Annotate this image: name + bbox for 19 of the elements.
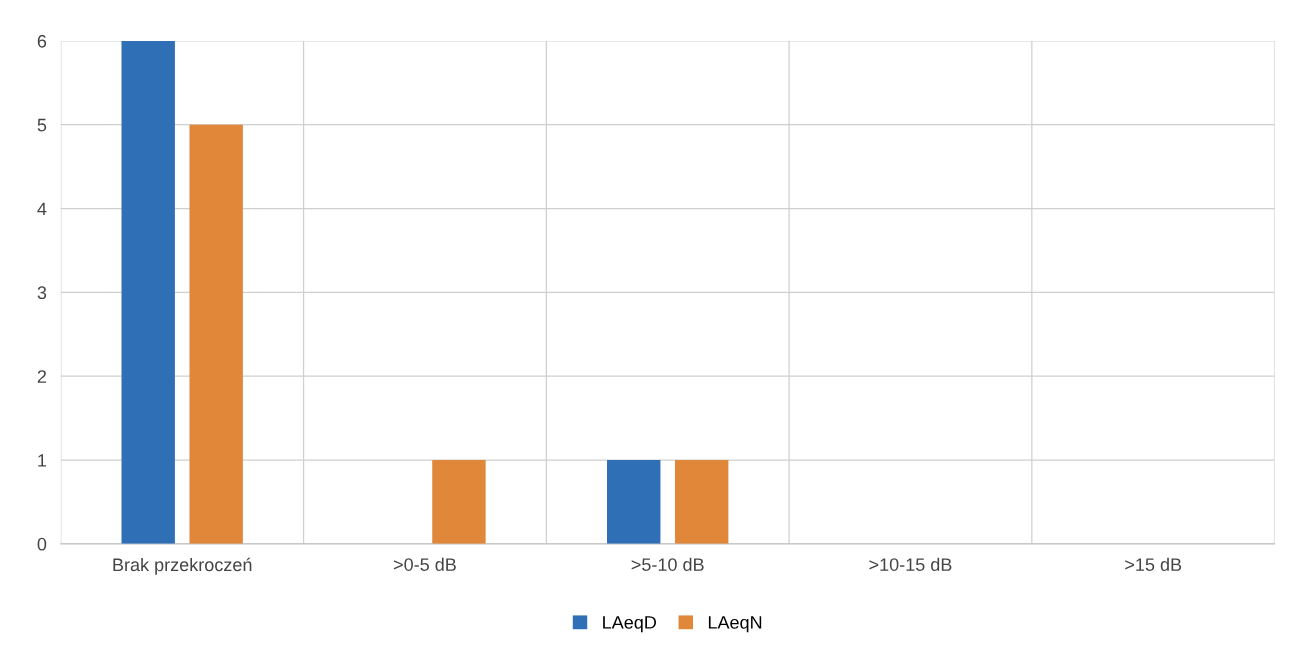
y-tick-label: 6 bbox=[37, 34, 47, 48]
y-tick-label: 4 bbox=[37, 202, 47, 216]
x-tick-label: >15 dB bbox=[1125, 557, 1182, 571]
bar bbox=[674, 460, 729, 544]
y-tick-label: 2 bbox=[37, 370, 47, 383]
legend-label: LAeqD bbox=[603, 616, 657, 633]
y-tick-label: 5 bbox=[37, 118, 47, 132]
bar bbox=[432, 460, 486, 544]
x-tick-label: >0-5 dB bbox=[393, 557, 456, 571]
x-tick-label: >10-15 dB bbox=[869, 557, 952, 571]
bar bbox=[189, 124, 243, 544]
x-tick-label: Brak przekroczeń bbox=[113, 557, 252, 575]
y-tick-label: 1 bbox=[38, 454, 47, 467]
y-tick-label: 3 bbox=[37, 286, 47, 300]
x-tick-label: >5-10 dB bbox=[631, 557, 704, 571]
bar bbox=[607, 460, 661, 544]
legend-label: LAeqN bbox=[708, 616, 762, 633]
y-tick-label: 0 bbox=[37, 537, 47, 551]
bar bbox=[121, 40, 175, 544]
